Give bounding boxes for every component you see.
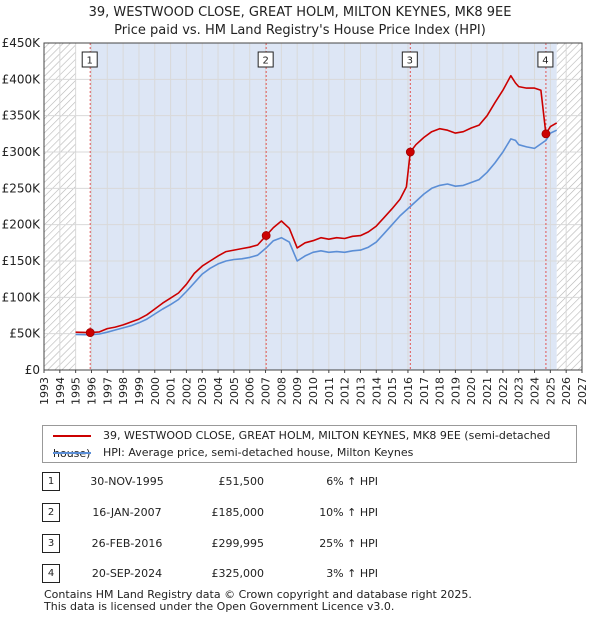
sale-row: 2 16-JAN-2007 £185,000 10% ↑ HPI xyxy=(40,503,440,523)
x-tick-label: 2002 xyxy=(180,377,193,405)
sale-date: 30-NOV-1995 xyxy=(90,475,164,488)
y-tick-label: £150K xyxy=(2,254,42,268)
sale-number-box xyxy=(401,51,418,68)
sale-point xyxy=(85,328,95,337)
x-tick-label: 2015 xyxy=(386,377,399,405)
sale-number-label: 3 xyxy=(407,56,413,67)
footer-line-1: Contains HM Land Registry data © Crown c… xyxy=(44,588,472,601)
sale-date: 16-JAN-2007 xyxy=(92,506,162,519)
sale-price: £325,000 xyxy=(211,567,265,580)
ownership-band xyxy=(410,43,546,370)
ownership-band xyxy=(90,43,267,370)
legend-item-hpi: HPI: Average price, semi-detached house,… xyxy=(53,444,413,462)
x-tick-label: 2018 xyxy=(434,377,447,405)
legend-label-hpi: HPI: Average price, semi-detached house,… xyxy=(103,446,414,459)
x-tick-label: 2026 xyxy=(560,377,573,405)
x-tick-label: 2004 xyxy=(212,377,225,405)
price-chart: £0 £50K £100K £150K £200K £250K £300K £350K £400… xyxy=(2,36,589,405)
sale-number-badge: 2 xyxy=(42,503,60,522)
sale-point xyxy=(541,129,551,139)
x-tick-label: 2009 xyxy=(291,377,304,405)
x-tick-label: 2017 xyxy=(418,377,431,405)
sale-date: 26-FEB-2016 xyxy=(91,537,163,550)
y-tick-label: £100K xyxy=(2,290,42,304)
x-tick-label: 2014 xyxy=(370,377,383,405)
x-tick-label: 1996 xyxy=(85,377,98,405)
sale-number-badge: 1 xyxy=(42,472,60,491)
y-tick-label: £0 xyxy=(25,363,40,377)
sale-price: £51,500 xyxy=(218,475,265,488)
sale-number-label: 2 xyxy=(262,56,268,67)
x-tick-label: 1999 xyxy=(133,377,146,405)
x-tick-label: 1993 xyxy=(38,377,51,405)
x-tick-label: 2021 xyxy=(481,377,494,405)
sale-hpi-change: 6% ↑ HPI xyxy=(326,475,378,488)
x-tick-label: 2010 xyxy=(307,377,320,405)
x-tick-label: 2000 xyxy=(149,377,162,405)
hpi-line xyxy=(75,129,558,336)
x-tick-label: 2001 xyxy=(165,377,178,405)
sale-row: 1 30-NOV-1995 £51,500 6% ↑ HPI xyxy=(40,472,440,492)
sale-number-label: 4 xyxy=(542,56,548,67)
sale-number-label: 1 xyxy=(87,56,93,67)
ownership-band xyxy=(266,43,411,370)
y-tick-label: £300K xyxy=(2,145,42,159)
footer-attribution: Contains HM Land Registry data © Crown c… xyxy=(44,589,472,613)
x-tick-label: 2006 xyxy=(244,377,257,405)
x-tick-label: 2011 xyxy=(323,377,336,405)
footer-line-2: This data is licensed under the Open Gov… xyxy=(44,600,395,613)
x-tick-label: 2020 xyxy=(465,377,478,405)
sale-hpi-change: 3% ↑ HPI xyxy=(326,567,378,580)
x-tick-label: 2024 xyxy=(529,377,542,405)
x-tick-label: 2023 xyxy=(513,377,526,405)
y-tick-label: £400K xyxy=(2,72,42,86)
y-tick-label: £200K xyxy=(2,218,42,232)
x-tick-label: 2022 xyxy=(497,377,510,405)
y-tick-label: £450K xyxy=(2,36,42,50)
sale-number-box xyxy=(81,51,98,68)
sale-point xyxy=(261,231,271,240)
x-tick-label: 1998 xyxy=(117,377,130,405)
x-tick-label: 2027 xyxy=(576,377,589,405)
y-tick-label: £350K xyxy=(2,109,42,123)
x-tick-label: 2012 xyxy=(339,377,352,405)
sale-price: £185,000 xyxy=(211,506,265,519)
y-tick-label: £250K xyxy=(2,181,42,195)
sale-date: 20-SEP-2024 xyxy=(91,567,163,580)
ownership-band xyxy=(545,43,557,370)
sale-hpi-change: 25% ↑ HPI xyxy=(319,537,378,550)
chart-title-line-2: Price paid vs. HM Land Registry's House … xyxy=(114,23,486,38)
legend-swatch-price xyxy=(53,435,91,437)
x-tick-label: 1994 xyxy=(54,377,67,405)
x-tick-label: 2005 xyxy=(228,377,241,405)
sale-row: 4 20-SEP-2024 £325,000 3% ↑ HPI xyxy=(40,564,440,584)
x-tick-label: 2008 xyxy=(275,377,288,405)
x-tick-label: 1997 xyxy=(101,377,114,405)
x-tick-label: 2025 xyxy=(544,377,557,405)
sale-number-box xyxy=(537,51,554,68)
sale-number-badge: 3 xyxy=(42,534,60,553)
sale-point xyxy=(405,147,415,157)
x-tick-label: 2003 xyxy=(196,377,209,405)
x-tick-label: 2019 xyxy=(449,377,462,405)
sale-price: £299,995 xyxy=(211,537,265,550)
legend-item-price: 39, WESTWOOD CLOSE, GREAT HOLM, MILTON K… xyxy=(53,427,576,460)
x-tick-label: 2013 xyxy=(354,377,367,405)
sale-row: 3 26-FEB-2016 £299,995 25% ↑ HPI xyxy=(40,534,440,554)
chart-title: 39, WESTWOOD CLOSE, GREAT HOLM, MILTON K… xyxy=(0,4,600,40)
y-tick-label: £50K xyxy=(9,327,41,341)
price-line xyxy=(75,74,558,334)
x-tick-label: 1995 xyxy=(70,377,83,405)
sale-number-box xyxy=(257,51,274,68)
hatch-after-data xyxy=(556,43,582,370)
x-tick-label: 2007 xyxy=(260,377,273,405)
chart-title-line-1: 39, WESTWOOD CLOSE, GREAT HOLM, MILTON K… xyxy=(88,5,512,20)
x-tick-label: 2016 xyxy=(402,377,415,405)
sale-hpi-change: 10% ↑ HPI xyxy=(319,506,378,519)
sale-number-badge: 4 xyxy=(42,564,60,583)
legend-swatch-hpi xyxy=(53,452,91,454)
chart-legend: 39, WESTWOOD CLOSE, GREAT HOLM, MILTON K… xyxy=(42,425,577,463)
